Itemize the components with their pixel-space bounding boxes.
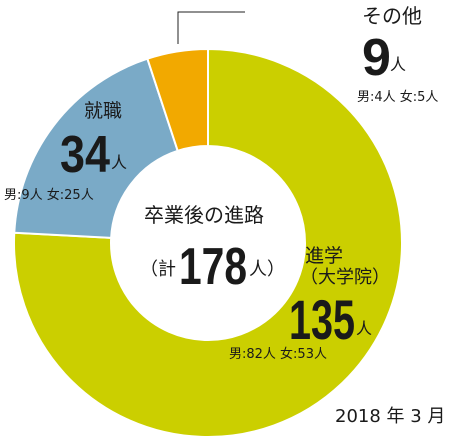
label-other-name: その他: [362, 4, 422, 28]
label-employ-breakdown: 男:9人 女:25人: [4, 187, 94, 203]
slice-advance: [13, 47, 403, 437]
center-total-suffix: 人）: [249, 259, 285, 280]
label-employ-unit: 人: [111, 153, 127, 172]
date-note: 2018 年 3 月: [335, 406, 445, 427]
label-advance-unit: 人: [356, 319, 372, 338]
label-other-value: 9: [362, 29, 391, 87]
label-other-unit: 人: [390, 55, 406, 74]
label-employ-value: 34: [60, 126, 110, 184]
slices-group: [13, 47, 403, 437]
slice-employment: [13, 57, 179, 239]
leader-line-other: [177, 11, 245, 44]
center-total-prefix: （計: [140, 259, 176, 280]
label-other-breakdown: 男:4人 女:5人: [357, 89, 438, 105]
center-total-value: 178: [179, 238, 247, 296]
slice-other: [146, 47, 209, 153]
label-advance-breakdown: 男:82人 女:53人: [229, 346, 327, 362]
label-employ-name: 就職: [84, 100, 122, 122]
label-advance-value: 135: [289, 288, 355, 351]
center-title: 卒業後の進路: [144, 203, 264, 227]
label-advance-sub: （大学院）: [300, 267, 390, 288]
label-advance-name: 進学: [305, 245, 343, 267]
